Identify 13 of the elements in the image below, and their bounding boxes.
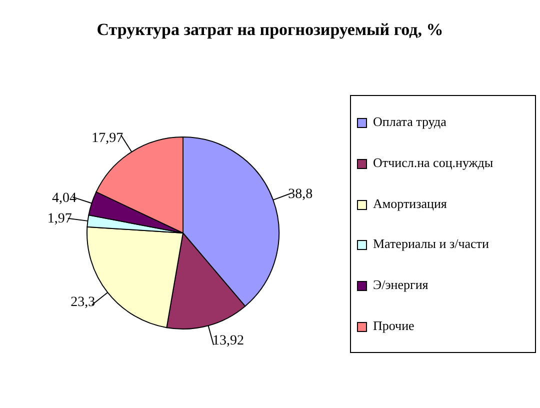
legend-label: Э/энергия (373, 276, 428, 293)
data-label: 23,3 (70, 294, 96, 310)
data-label: 4,04 (52, 190, 77, 206)
chart-title: Структура затрат на прогнозируемый год, % (96, 20, 444, 40)
legend-label: Отчисл.на соц.нужды (373, 154, 494, 171)
data-label: 38,8 (288, 186, 313, 202)
legend-label: Материалы и з/части (373, 236, 489, 252)
data-label: 13,92 (212, 334, 244, 349)
legend-label: Оплата труда (373, 114, 446, 130)
legend-label: Амортизация (373, 196, 447, 212)
legend-label: Прочие (373, 318, 414, 334)
data-label: 1,97 (47, 211, 72, 226)
data-label: 17,97 (92, 130, 124, 146)
